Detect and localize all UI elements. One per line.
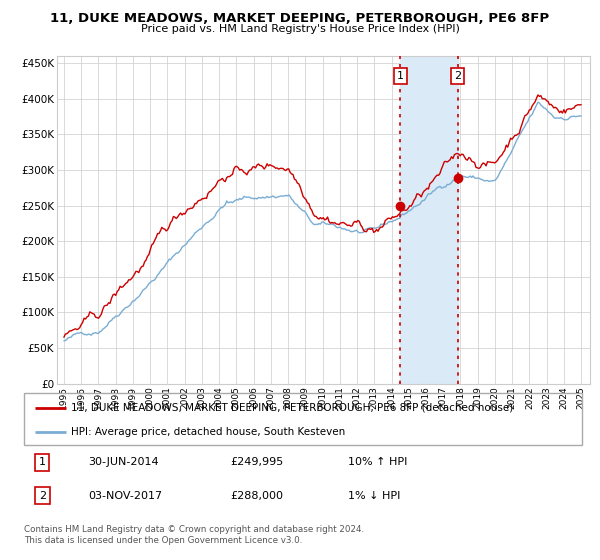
Text: HPI: Average price, detached house, South Kesteven: HPI: Average price, detached house, Sout…	[71, 427, 346, 437]
Text: 03-NOV-2017: 03-NOV-2017	[88, 491, 162, 501]
Text: Price paid vs. HM Land Registry's House Price Index (HPI): Price paid vs. HM Land Registry's House …	[140, 24, 460, 34]
Text: 11, DUKE MEADOWS, MARKET DEEPING, PETERBOROUGH, PE6 8FP: 11, DUKE MEADOWS, MARKET DEEPING, PETERB…	[50, 12, 550, 25]
Text: 1% ↓ HPI: 1% ↓ HPI	[347, 491, 400, 501]
Text: Contains HM Land Registry data © Crown copyright and database right 2024.
This d: Contains HM Land Registry data © Crown c…	[24, 525, 364, 545]
Text: 2: 2	[39, 491, 46, 501]
Text: 1: 1	[39, 458, 46, 467]
Text: 2: 2	[454, 71, 461, 81]
Text: 11, DUKE MEADOWS, MARKET DEEPING, PETERBOROUGH, PE6 8FP (detached house): 11, DUKE MEADOWS, MARKET DEEPING, PETERB…	[71, 403, 514, 413]
Text: £249,995: £249,995	[230, 458, 284, 467]
Bar	[400, 56, 458, 384]
Text: 1: 1	[397, 71, 404, 81]
Text: 30-JUN-2014: 30-JUN-2014	[88, 458, 159, 467]
Text: 10% ↑ HPI: 10% ↑ HPI	[347, 458, 407, 467]
Text: £288,000: £288,000	[230, 491, 283, 501]
